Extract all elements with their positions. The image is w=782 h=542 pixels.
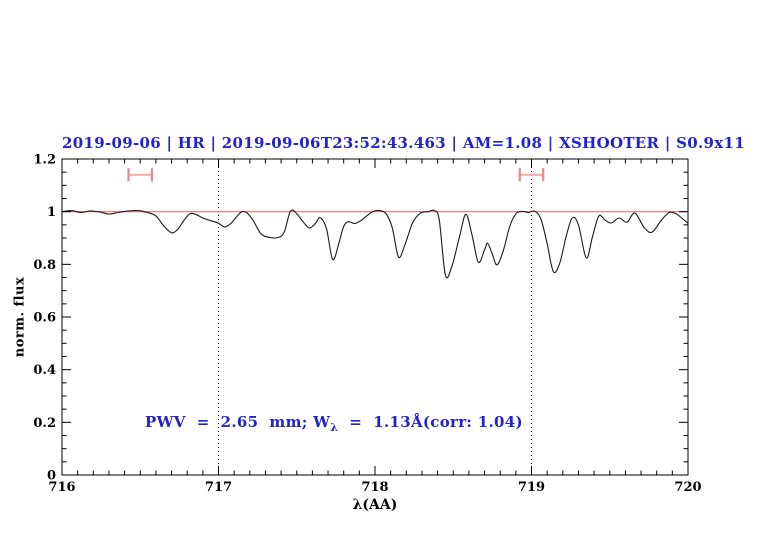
x-tick-label: 719 — [518, 480, 545, 495]
y-tick-label: 0.4 — [33, 363, 56, 378]
x-tick-label: 720 — [674, 480, 701, 495]
y-tick-label: 0 — [47, 469, 56, 484]
pwv-annotation-pre: PWV = 2.65 mm; W — [145, 413, 331, 431]
plot-title: 2019-09-06 | HR | 2019-09-06T23:52:43.46… — [62, 134, 745, 152]
x-tick-label: 718 — [361, 480, 388, 495]
x-axis-label: λ(AA) — [352, 497, 398, 513]
y-tick-label: 1.2 — [33, 153, 56, 168]
x-tick-label: 717 — [205, 480, 232, 495]
y-axis-label: norm. flux — [12, 276, 28, 358]
pwv-annotation-sub: λ — [330, 421, 339, 434]
y-tick-label: 0.6 — [33, 311, 56, 326]
y-tick-label: 1 — [47, 205, 56, 220]
y-tick-label: 0.8 — [33, 258, 56, 273]
pwv-annotation-post: = 1.13Å(corr: 1.04) — [338, 413, 523, 431]
spectrum-curve — [61, 209, 689, 279]
y-tick-label: 0.2 — [33, 416, 56, 431]
x-tick-label: 716 — [48, 480, 75, 495]
pwv-annotation: PWV = 2.65 mm; Wλ = 1.13Å(corr: 1.04) — [145, 413, 523, 434]
